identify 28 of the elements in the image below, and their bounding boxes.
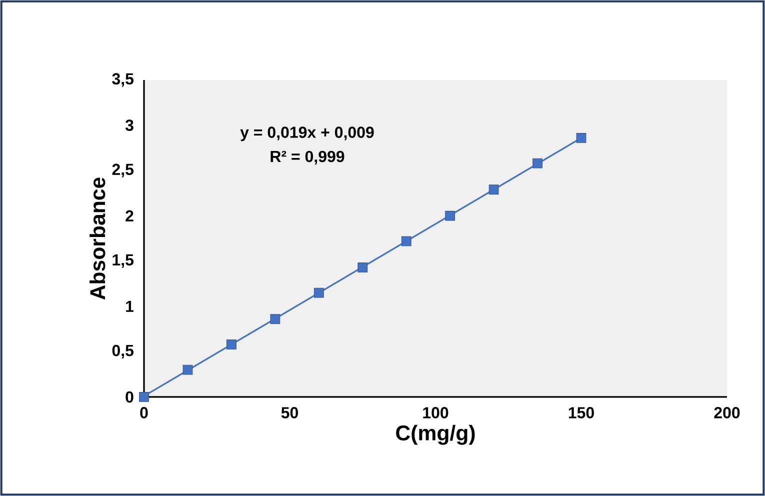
- point: [576, 133, 586, 143]
- y-tick-label: 2,5: [112, 164, 134, 178]
- x-tick-label: 100: [423, 407, 448, 418]
- y-axis-title: Absorbance: [90, 178, 106, 300]
- y-tick-label: 0: [126, 391, 134, 403]
- point: [314, 288, 324, 298]
- y-tick-label: 0,5: [112, 344, 134, 359]
- annotation: y = 0,019x + 0,009: [240, 126, 374, 142]
- point: [401, 236, 412, 246]
- point: [358, 262, 368, 272]
- y-tick-label: 2: [126, 210, 134, 222]
- x-axis-title: C(mg/g): [396, 424, 475, 445]
- x-tick-label: 150: [568, 407, 594, 418]
- annotation: R² = 0,999: [270, 150, 344, 164]
- x-tick-label: 0: [140, 407, 148, 418]
- point: [182, 364, 193, 375]
- x-tick-label: 200: [714, 407, 740, 418]
- y-tick-label: 3,5: [112, 73, 134, 87]
- point: [226, 340, 236, 350]
- point: [532, 158, 542, 168]
- point: [139, 392, 149, 402]
- point: [270, 314, 280, 324]
- point: [445, 210, 456, 221]
- y-tick-label: 1,5: [112, 254, 134, 268]
- y-tick-label: 1: [126, 300, 134, 312]
- y-tick-label: 3: [125, 120, 134, 131]
- x-tick-label: 50: [281, 407, 298, 418]
- point: [488, 184, 499, 195]
